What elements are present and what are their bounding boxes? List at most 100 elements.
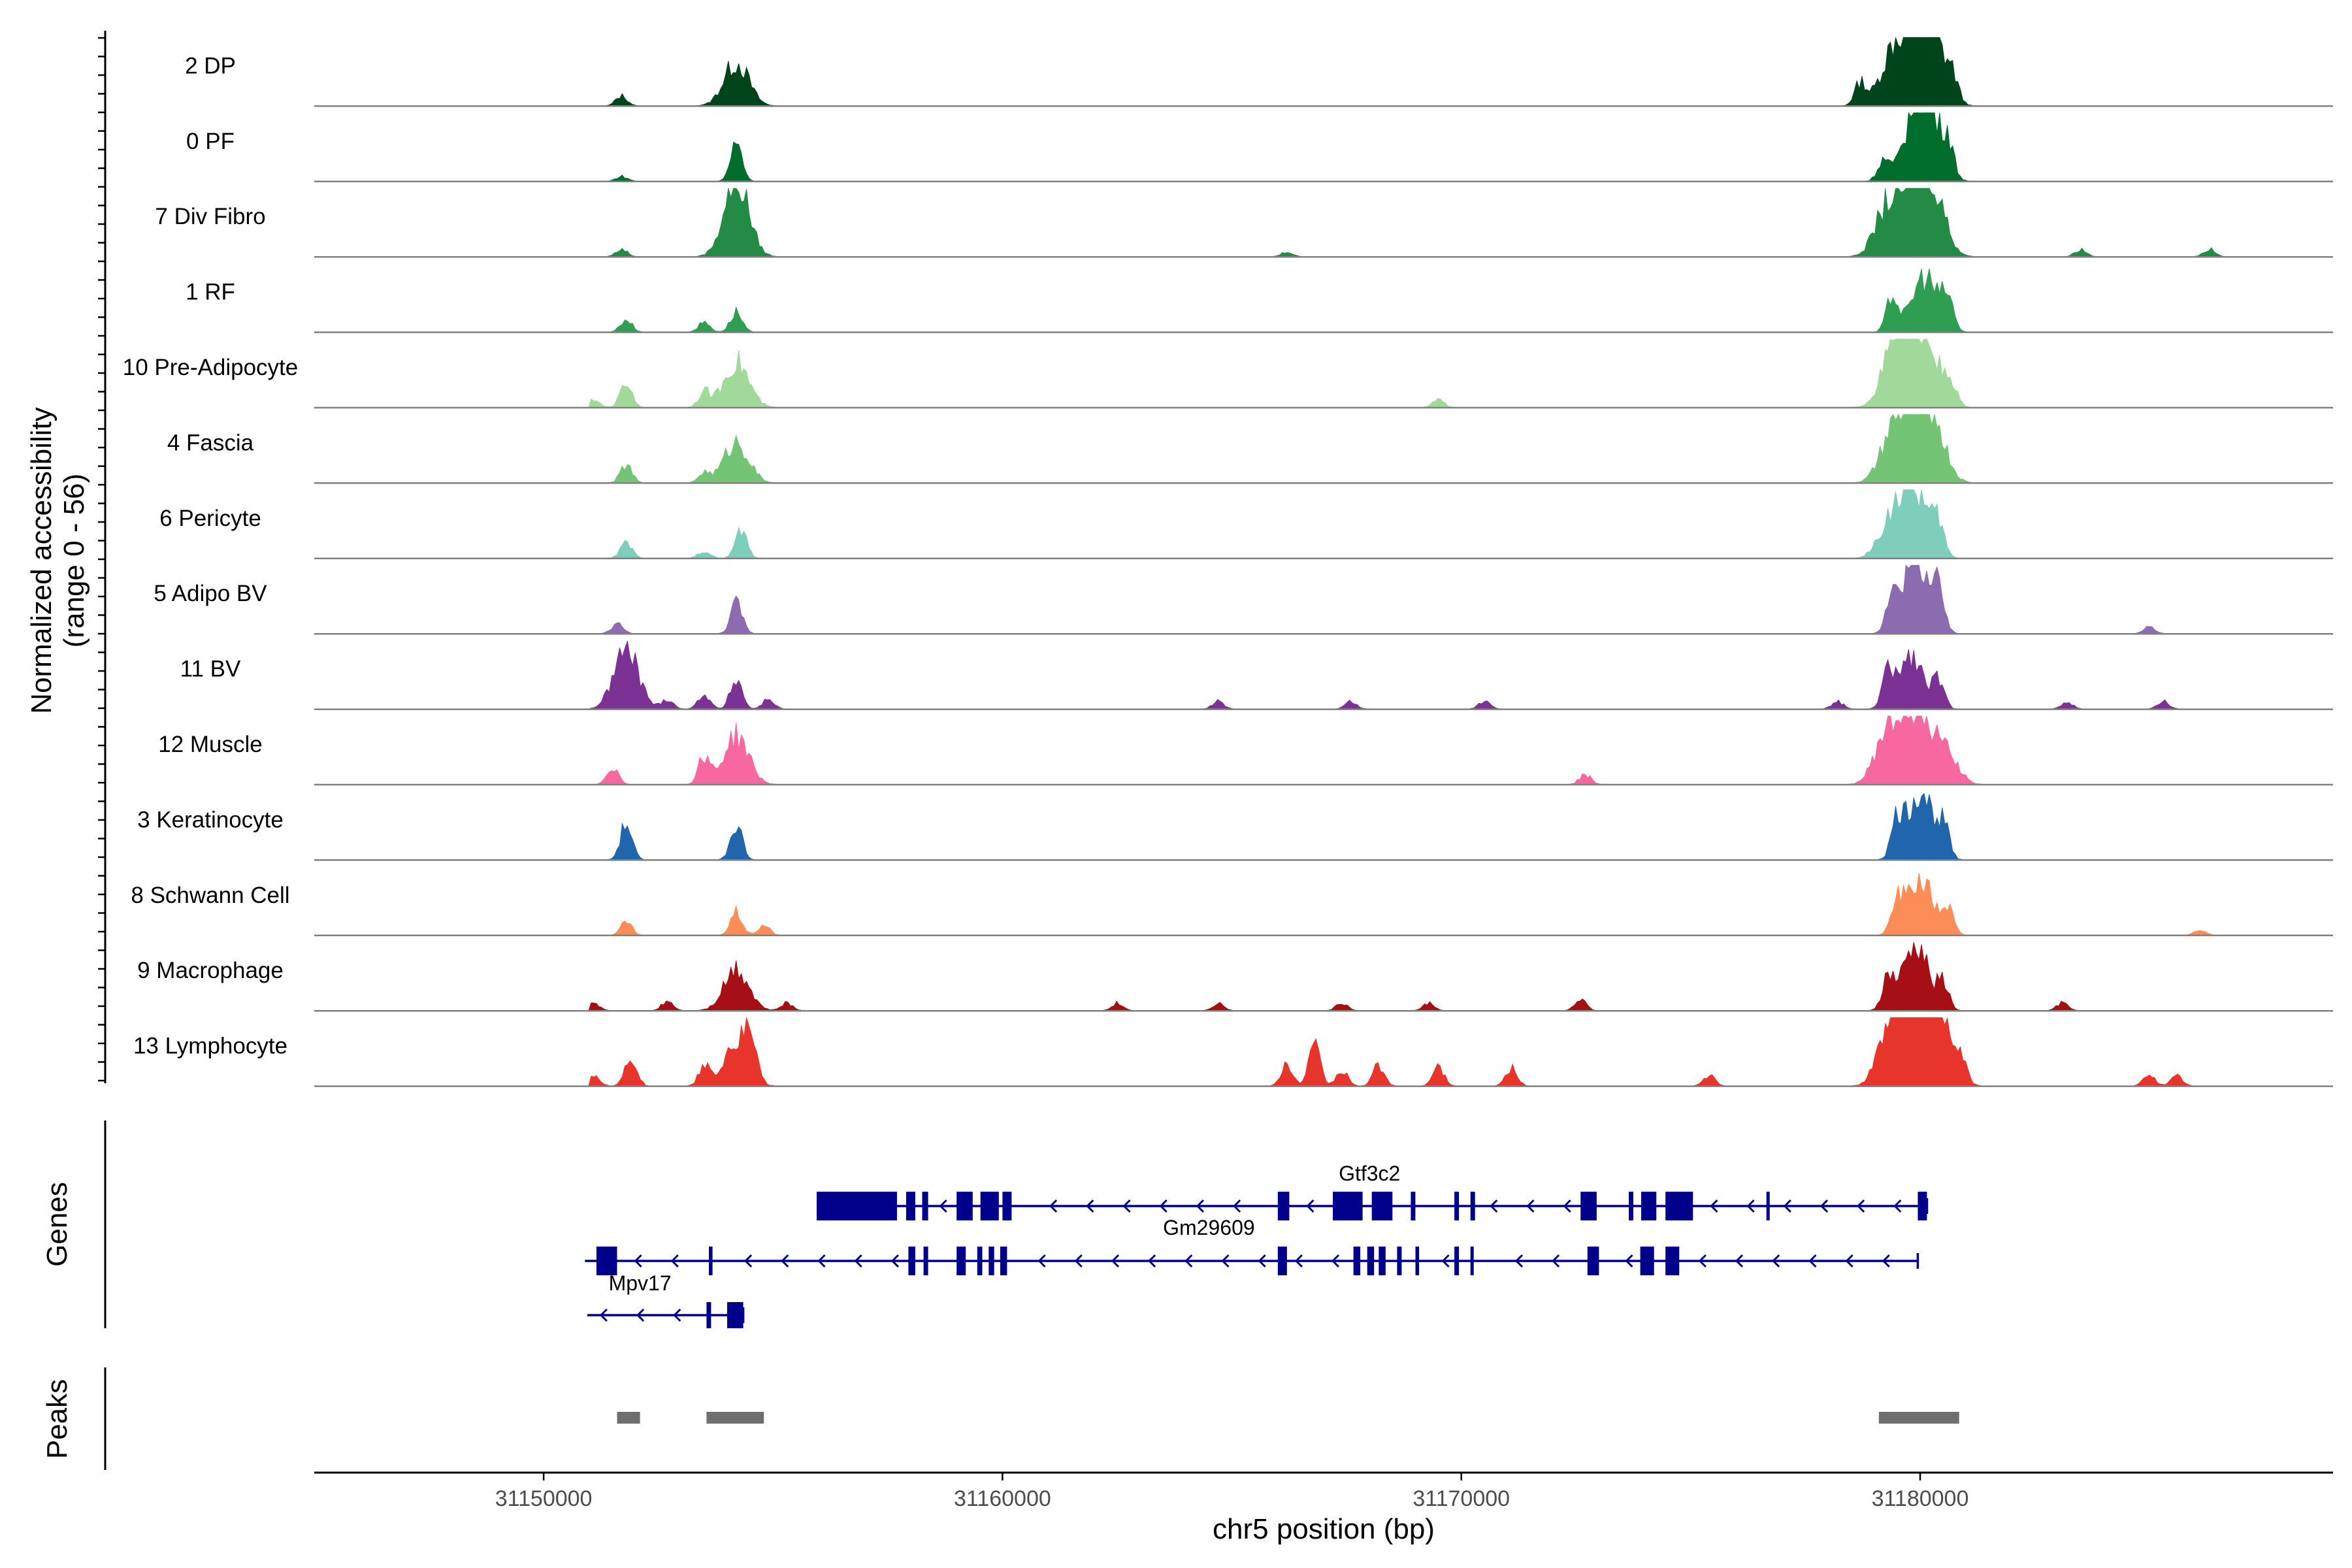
- y-axis-title: Normalized accessibility: [25, 407, 57, 713]
- strand-arrow: [1086, 1199, 1094, 1213]
- gene-exon: [1367, 1247, 1375, 1275]
- gene-gtf3c2: Gtf3c2: [817, 1162, 1929, 1220]
- gene-exon: [1411, 1192, 1416, 1220]
- track-7: 5 Adipo BV: [154, 564, 2333, 635]
- strand-arrow: [1122, 1199, 1131, 1213]
- gene-gm29609: Gm29609: [585, 1216, 1919, 1275]
- gene-exon: [956, 1192, 973, 1220]
- track-5: 4 Fascia: [167, 414, 2333, 484]
- gene-exon: [1470, 1192, 1475, 1220]
- gene-exon: [1397, 1247, 1402, 1275]
- strand-arrow: [1049, 1199, 1058, 1213]
- strand-arrow: [1845, 1254, 1854, 1268]
- gene-exon: [1415, 1247, 1420, 1275]
- strand-arrow: [1856, 1199, 1865, 1213]
- track-label: 2 DP: [185, 53, 236, 78]
- strand-arrow: [1772, 1254, 1780, 1268]
- track-signal-area: [314, 715, 2333, 785]
- track-signal-area: [314, 414, 2333, 483]
- gene-exon: [1379, 1247, 1386, 1275]
- track-signal-area: [314, 792, 2333, 860]
- strand-arrow: [636, 1308, 645, 1322]
- peak-region: [617, 1412, 640, 1424]
- gene-label: Gtf3c2: [1339, 1162, 1400, 1185]
- strand-arrow: [634, 1254, 642, 1268]
- track-label: 8 Schwann Cell: [131, 883, 289, 908]
- x-tick-label: 31170000: [1413, 1486, 1510, 1511]
- gene-exon: [956, 1247, 966, 1275]
- track-4: 10 Pre-Adipocyte: [123, 338, 2333, 409]
- track-signal-area: [314, 338, 2333, 408]
- coverage-y-ticks: [98, 37, 105, 1082]
- gene-exon: [706, 1302, 711, 1328]
- track-signal-area: [314, 37, 2333, 106]
- track-signal-area: [314, 640, 2333, 710]
- track-signal-area: [314, 1017, 2333, 1087]
- gene-exon: [727, 1302, 743, 1328]
- track-signal-area: [314, 489, 2333, 559]
- gene-exon: [980, 1192, 999, 1220]
- gene-exon: [1277, 1247, 1287, 1275]
- strand-arrow: [1698, 1254, 1707, 1268]
- track-1: 0 PF: [186, 112, 2333, 183]
- track-label: 12 Muscle: [158, 732, 263, 757]
- strand-arrow: [1232, 1199, 1241, 1213]
- strand-arrow: [1808, 1254, 1817, 1268]
- track-label: 5 Adipo BV: [154, 581, 267, 606]
- gene-exon: [596, 1247, 617, 1275]
- genes-panel-title: Genes: [41, 1182, 73, 1267]
- strand-arrow: [1147, 1254, 1156, 1268]
- track-signal-area: [314, 269, 2333, 333]
- track-label: 0 PF: [186, 129, 235, 154]
- track-8: 11 BV: [180, 640, 2333, 710]
- gene-exon: [1353, 1247, 1361, 1275]
- strand-arrow: [743, 1254, 753, 1268]
- gene-exon: [1640, 1247, 1654, 1275]
- track-0: 2 DP: [185, 37, 2333, 107]
- coverage-tracks: 2 DP 0 PF 7 Div Fibro 1 RF 10 Pre-Adipocyte 4…: [123, 37, 2333, 1087]
- track-3: 1 RF: [186, 269, 2333, 333]
- x-axis-ticks: 31150000 31160000 31170000 31180000: [495, 1473, 1968, 1511]
- track-12: 9 Macrophage: [137, 942, 2333, 1012]
- strand-arrow: [1331, 1254, 1340, 1268]
- gene-exon: [988, 1247, 994, 1275]
- strand-arrow: [1820, 1199, 1829, 1213]
- x-axis-title: chr5 position (bp): [1213, 1513, 1435, 1545]
- gene-exon: [1665, 1247, 1680, 1275]
- gene-exon: [1454, 1192, 1460, 1220]
- track-13: 13 Lymphocyte: [133, 1017, 2333, 1087]
- gene-exon: [1766, 1192, 1770, 1220]
- peaks-panel: [617, 1412, 1959, 1424]
- track-6: 6 Pericyte: [159, 489, 2333, 560]
- gene-label: Gm29609: [1163, 1216, 1255, 1239]
- gene-exon: [1665, 1192, 1693, 1220]
- strand-arrow: [1221, 1254, 1230, 1268]
- y-axis-subtitle: (range 0 - 56): [58, 474, 90, 648]
- track-label: 1 RF: [186, 280, 235, 305]
- strand-arrow: [781, 1254, 789, 1268]
- strand-arrow: [670, 1254, 679, 1268]
- gene-exon: [1580, 1192, 1597, 1220]
- strand-arrow: [599, 1308, 608, 1322]
- genes-panel: Gtf3c2 Gm29609 Mpv17: [585, 1162, 1929, 1328]
- track-signal-area: [314, 564, 2333, 634]
- strand-arrow: [1074, 1254, 1083, 1268]
- strand-arrow: [1625, 1254, 1633, 1268]
- strand-arrow: [1306, 1199, 1315, 1213]
- strand-arrow: [1563, 1199, 1571, 1213]
- track-signal-area: [314, 188, 2333, 257]
- strand-arrow: [890, 1254, 899, 1268]
- strand-arrow: [1735, 1254, 1744, 1268]
- track-9: 12 Muscle: [158, 715, 2333, 786]
- track-10: 3 Keratinocyte: [137, 792, 2333, 861]
- strand-arrow: [1441, 1254, 1450, 1268]
- strand-arrow: [1490, 1199, 1498, 1213]
- track-label: 4 Fascia: [167, 430, 254, 455]
- track-signal-area: [314, 942, 2333, 1011]
- gene-exon: [1277, 1192, 1290, 1220]
- strand-arrow: [939, 1199, 947, 1213]
- strand-arrow: [1111, 1254, 1120, 1268]
- gene-exon: [1918, 1192, 1927, 1220]
- track-signal-area: [314, 112, 2333, 182]
